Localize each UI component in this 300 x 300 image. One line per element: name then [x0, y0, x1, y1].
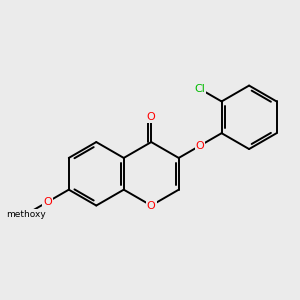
- Text: O: O: [196, 141, 205, 151]
- Text: O: O: [147, 112, 156, 122]
- Text: Cl: Cl: [195, 84, 206, 94]
- Text: O: O: [147, 200, 156, 211]
- Text: O: O: [43, 197, 52, 207]
- Text: methoxy: methoxy: [6, 210, 46, 219]
